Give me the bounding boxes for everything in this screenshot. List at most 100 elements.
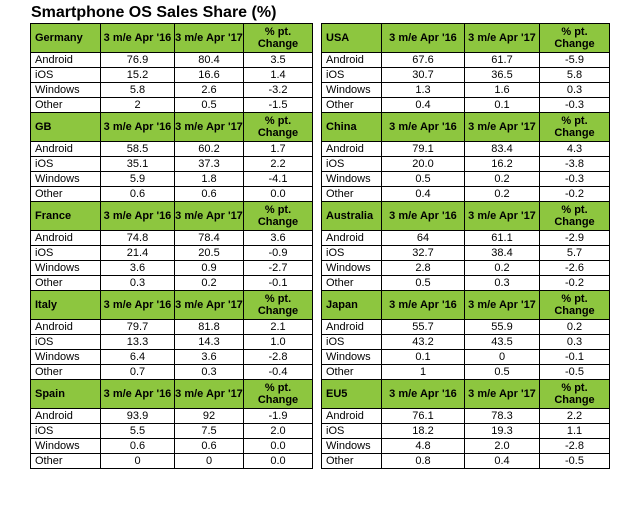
share-2017-value: 0 (464, 349, 540, 365)
table-row: Windows 0.6 0.6 0.0 (30, 438, 313, 454)
share-2016-value: 0.3 (100, 275, 175, 291)
period-2016-header: 3 m/e Apr '16 (100, 201, 175, 231)
share-2016-value: 13.3 (100, 334, 175, 350)
table-row: Windows 5.8 2.6 -3.2 (30, 82, 313, 98)
table-row: Windows 1.3 1.6 0.3 (321, 82, 610, 98)
share-2016-value: 93.9 (100, 408, 175, 424)
share-2017-value: 7.5 (174, 423, 244, 439)
change-value: 1.0 (243, 334, 313, 350)
os-name: Windows (30, 171, 101, 187)
os-name: Windows (321, 82, 382, 98)
table-row: Android 76.9 80.4 3.5 (30, 52, 313, 68)
period-2017-header: 3 m/e Apr '17 (174, 112, 244, 142)
os-name: iOS (30, 156, 101, 172)
change-header: % pt. Change (539, 379, 610, 409)
table-row: Other 0.5 0.3 -0.2 (321, 275, 610, 291)
share-2017-value: 81.8 (174, 319, 244, 335)
share-2016-value: 2.8 (381, 260, 465, 276)
os-name: Other (321, 453, 382, 469)
table-row: Windows 6.4 3.6 -2.8 (30, 349, 313, 365)
change-value: -3.8 (539, 156, 610, 172)
region-name: USA (321, 23, 382, 53)
period-2017-header: 3 m/e Apr '17 (174, 379, 244, 409)
share-2016-value: 0.5 (381, 171, 465, 187)
table-row: Windows 0.1 0 -0.1 (321, 349, 610, 365)
table-row: Windows 0.5 0.2 -0.3 (321, 171, 610, 187)
share-2016-value: 0.6 (100, 438, 175, 454)
change-value: -3.2 (243, 82, 313, 98)
os-name: Android (30, 141, 101, 157)
share-2017-value: 37.3 (174, 156, 244, 172)
table-row: Android 79.7 81.8 2.1 (30, 319, 313, 335)
share-2017-value: 2.0 (464, 438, 540, 454)
period-2016-header: 3 m/e Apr '16 (381, 23, 465, 53)
table-row: Android 67.6 61.7 -5.9 (321, 52, 610, 68)
region-header-row: USA 3 m/e Apr '16 3 m/e Apr '17% pt. Chang… (321, 23, 610, 53)
region-header-row: GB 3 m/e Apr '16 3 m/e Apr '17% pt. Change (30, 112, 313, 142)
share-2016-value: 3.6 (100, 260, 175, 276)
table-row: iOS 13.3 14.3 1.0 (30, 334, 313, 350)
change-value: -0.5 (539, 364, 610, 380)
table-row: iOS 5.5 7.5 2.0 (30, 423, 313, 439)
share-2016-value: 74.8 (100, 230, 175, 246)
table-row: iOS 21.4 20.5 -0.9 (30, 245, 313, 261)
region-name: Germany (30, 23, 101, 53)
share-2017-value: 0.3 (174, 364, 244, 380)
change-value: -0.1 (243, 275, 313, 291)
share-2017-value: 2.6 (174, 82, 244, 98)
table-row: iOS 43.2 43.5 0.3 (321, 334, 610, 350)
share-2017-value: 0.5 (174, 97, 244, 113)
share-2016-value: 0.1 (381, 349, 465, 365)
region-name: Italy (30, 290, 101, 320)
table-row: iOS 30.7 36.5 5.8 (321, 67, 610, 83)
change-value: -0.2 (539, 275, 610, 291)
share-2017-value: 0.6 (174, 186, 244, 202)
change-value: 0.0 (243, 453, 313, 469)
share-2017-value: 19.3 (464, 423, 540, 439)
share-2016-value: 35.1 (100, 156, 175, 172)
share-2016-value: 5.5 (100, 423, 175, 439)
share-2017-value: 61.1 (464, 230, 540, 246)
share-2017-value: 55.9 (464, 319, 540, 335)
change-value: -2.6 (539, 260, 610, 276)
os-name: Other (30, 453, 101, 469)
share-2017-value: 78.4 (174, 230, 244, 246)
share-2017-value: 1.6 (464, 82, 540, 98)
share-2017-value: 16.6 (174, 67, 244, 83)
region-name: Spain (30, 379, 101, 409)
table-row: Other 0.8 0.4 -0.5 (321, 453, 610, 469)
change-value: 0.3 (539, 82, 610, 98)
table-row: Android 55.7 55.9 0.2 (321, 319, 610, 335)
region-header-row: EU5 3 m/e Apr '16 3 m/e Apr '17% pt. Chang… (321, 379, 610, 409)
change-header: % pt. Change (243, 112, 313, 142)
share-2017-value: 0.2 (174, 275, 244, 291)
os-name: Other (30, 186, 101, 202)
period-2017-header: 3 m/e Apr '17 (464, 112, 540, 142)
share-2017-value: 14.3 (174, 334, 244, 350)
region-header-row: Japan 3 m/e Apr '16 3 m/e Apr '17% pt. Cha… (321, 290, 610, 320)
table-row: iOS 18.2 19.3 1.1 (321, 423, 610, 439)
os-name: Other (321, 275, 382, 291)
os-name: Other (321, 364, 382, 380)
change-value: -2.8 (243, 349, 313, 365)
share-2017-value: 0.3 (464, 275, 540, 291)
share-2017-value: 36.5 (464, 67, 540, 83)
period-2016-header: 3 m/e Apr '16 (381, 290, 465, 320)
share-2016-value: 58.5 (100, 141, 175, 157)
table-row: Android 76.1 78.3 2.2 (321, 408, 610, 424)
share-2017-value: 38.4 (464, 245, 540, 261)
share-2016-value: 76.1 (381, 408, 465, 424)
change-value: -2.7 (243, 260, 313, 276)
os-name: Windows (321, 438, 382, 454)
os-name: Other (30, 275, 101, 291)
share-2016-value: 79.1 (381, 141, 465, 157)
change-header: % pt. Change (539, 201, 610, 231)
table-row: iOS 35.1 37.3 2.2 (30, 156, 313, 172)
share-2017-value: 43.5 (464, 334, 540, 350)
period-2017-header: 3 m/e Apr '17 (464, 290, 540, 320)
os-name: Android (321, 52, 382, 68)
os-name: Android (30, 52, 101, 68)
change-header: % pt. Change (539, 112, 610, 142)
os-name: Windows (321, 260, 382, 276)
share-2017-value: 78.3 (464, 408, 540, 424)
